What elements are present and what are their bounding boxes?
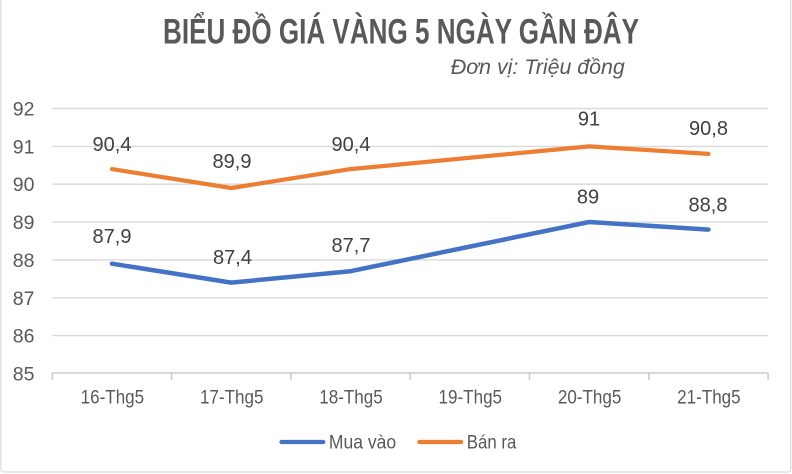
svg-text:91: 91 [578, 109, 600, 131]
svg-text:87: 87 [13, 288, 35, 310]
svg-text:90: 90 [13, 174, 35, 196]
svg-text:89: 89 [577, 186, 599, 208]
svg-text:87,4: 87,4 [213, 247, 252, 269]
svg-text:89,9: 89,9 [213, 151, 252, 173]
svg-text:Đơn vị: Triệu đồng: Đơn vị: Triệu đồng [451, 56, 625, 79]
svg-text:19-Thg5: 19-Thg5 [439, 386, 503, 408]
svg-text:90,4: 90,4 [332, 134, 371, 156]
svg-text:85: 85 [13, 363, 35, 385]
svg-text:87,9: 87,9 [93, 226, 132, 248]
svg-text:86: 86 [13, 326, 35, 348]
svg-text:92: 92 [13, 99, 35, 121]
svg-text:16-Thg5: 16-Thg5 [81, 386, 145, 408]
svg-text:Mua vào: Mua vào [329, 432, 396, 453]
svg-text:Bán ra: Bán ra [467, 432, 517, 453]
svg-text:17-Thg5: 17-Thg5 [200, 386, 264, 408]
svg-text:91: 91 [13, 136, 35, 158]
svg-text:87,7: 87,7 [332, 235, 371, 257]
svg-text:21-Thg5: 21-Thg5 [677, 386, 741, 408]
svg-text:88: 88 [13, 250, 35, 272]
svg-text:18-Thg5: 18-Thg5 [319, 386, 383, 408]
svg-text:88,8: 88,8 [689, 194, 728, 216]
svg-text:89: 89 [13, 212, 35, 234]
svg-text:90,4: 90,4 [93, 134, 132, 156]
svg-text:BIỂU ĐỒ GIÁ VÀNG 5 NGÀY GẦN ĐÂ: BIỂU ĐỒ GIÁ VÀNG 5 NGÀY GẦN ĐÂY [163, 12, 639, 52]
svg-text:20-Thg5: 20-Thg5 [558, 386, 622, 408]
svg-text:90,8: 90,8 [689, 118, 728, 140]
